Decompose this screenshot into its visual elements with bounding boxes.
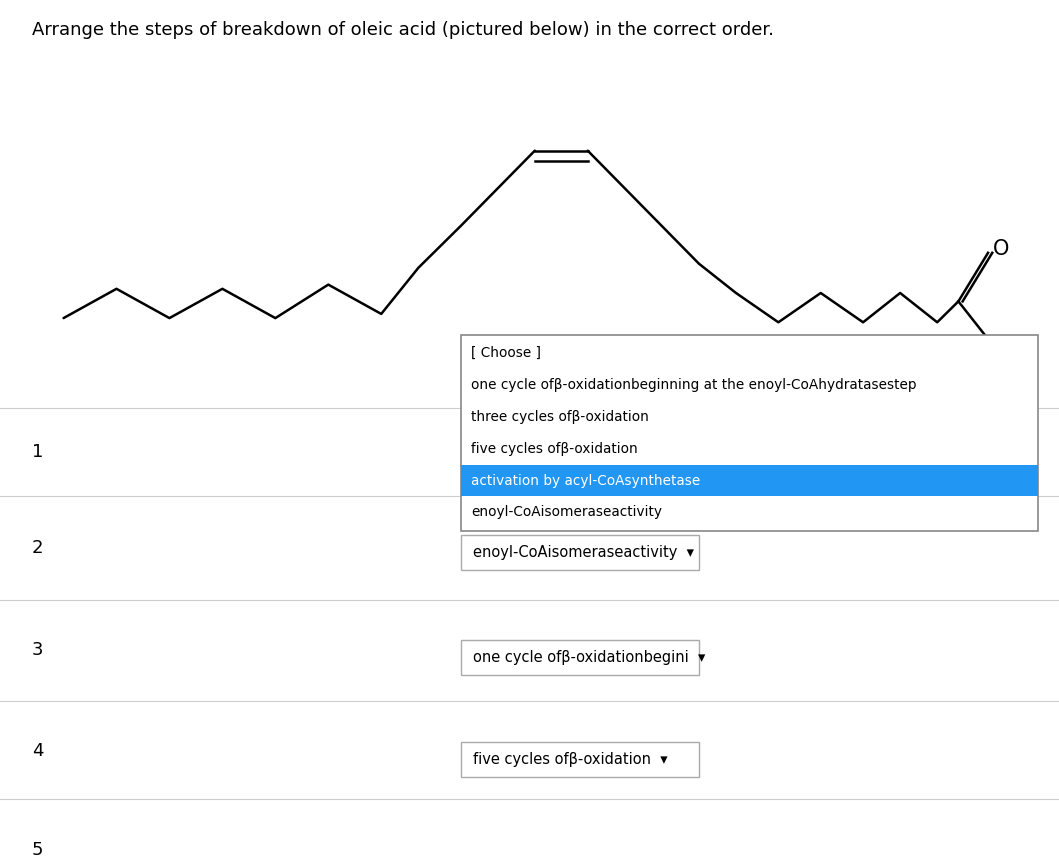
Text: Arrange the steps of breakdown of oleic acid (pictured below) in the correct ord: Arrange the steps of breakdown of oleic … [32, 21, 774, 39]
Text: activation by acyl-CoAsynthe  ▾: activation by acyl-CoAsynthe ▾ [473, 443, 704, 458]
Text: [ Choose ]: [ Choose ] [471, 347, 541, 360]
Text: O: O [992, 239, 1009, 259]
Text: 4: 4 [32, 742, 43, 760]
Text: activation by acyl-CoAsynthetase: activation by acyl-CoAsynthetase [471, 473, 700, 488]
Text: enoyl-CoAisomeraseactivity  ▾: enoyl-CoAisomeraseactivity ▾ [473, 545, 695, 560]
FancyBboxPatch shape [461, 433, 699, 468]
FancyBboxPatch shape [461, 335, 1038, 531]
FancyBboxPatch shape [461, 741, 699, 777]
Text: 2: 2 [32, 539, 43, 557]
Text: 1: 1 [32, 443, 43, 461]
Text: OH: OH [999, 337, 1030, 358]
FancyBboxPatch shape [461, 535, 699, 570]
Text: 5: 5 [32, 841, 43, 856]
FancyBboxPatch shape [461, 639, 699, 675]
Text: one cycle ofβ-oxidationbeginning at the enoyl-CoAhydratasestep: one cycle ofβ-oxidationbeginning at the … [471, 378, 917, 392]
Text: five cycles ofβ-oxidation  ▾: five cycles ofβ-oxidation ▾ [473, 752, 668, 767]
Text: enoyl-CoAisomeraseactivity: enoyl-CoAisomeraseactivity [471, 505, 662, 520]
Text: three cycles ofβ-oxidation: three cycles ofβ-oxidation [471, 410, 649, 424]
Text: one cycle ofβ-oxidationbegini  ▾: one cycle ofβ-oxidationbegini ▾ [473, 650, 705, 664]
Text: five cycles ofβ-oxidation: five cycles ofβ-oxidation [471, 442, 638, 455]
Bar [461, 465, 1038, 496]
Text: 3: 3 [32, 641, 43, 659]
